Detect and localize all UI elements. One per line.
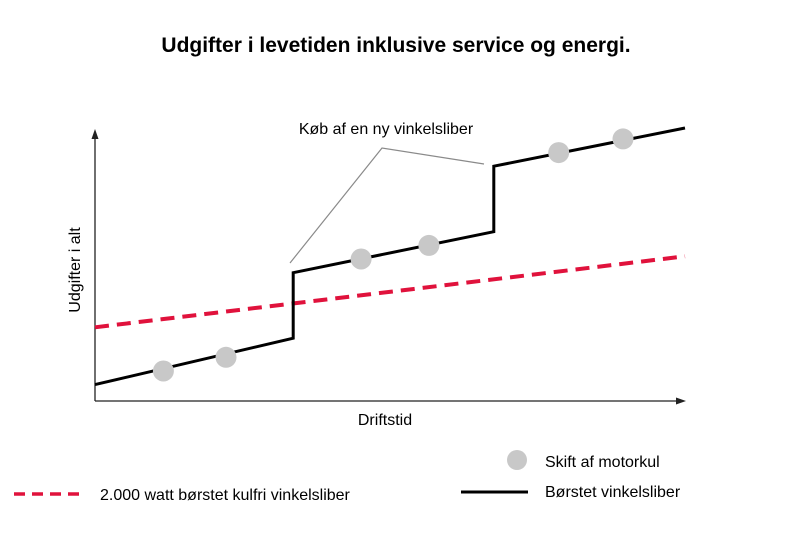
series-layer bbox=[94, 126, 686, 387]
motorkul-marker-1 bbox=[152, 360, 174, 382]
y-axis-arrow bbox=[91, 129, 99, 139]
motorkul-marker-6 bbox=[612, 128, 634, 150]
legend-marker-label: Skift af motorkul bbox=[545, 454, 660, 471]
y-axis-label: Udgifter i alt bbox=[67, 227, 84, 313]
series-line-borstet bbox=[94, 126, 686, 387]
series-line-kulfri bbox=[94, 254, 686, 330]
chart-title: Udgifter i levetiden inklusive service o… bbox=[161, 34, 630, 57]
legend: Skift af motorkul 2.000 watt børstet kul… bbox=[14, 450, 681, 504]
legend-label-dashed: 2.000 watt børstet kulfri vinkelsliber bbox=[100, 487, 351, 504]
motorkul-marker-3 bbox=[350, 248, 372, 270]
motorkul-marker-4 bbox=[418, 234, 440, 256]
x-axis-arrow bbox=[676, 397, 686, 405]
motorkul-marker-2 bbox=[215, 346, 237, 368]
axes bbox=[91, 129, 686, 405]
motorkul-marker-5 bbox=[548, 142, 570, 164]
x-axis-label: Driftstid bbox=[358, 412, 412, 429]
legend-label-solid: Børstet vinkelsliber bbox=[545, 484, 681, 501]
marker-layer bbox=[152, 128, 634, 382]
annotation-leader-line bbox=[289, 147, 485, 264]
legend-marker-symbol bbox=[507, 450, 527, 470]
annotation: Køb af en ny vinkelsliber bbox=[289, 121, 485, 264]
annotation-label: Køb af en ny vinkelsliber bbox=[299, 121, 474, 138]
